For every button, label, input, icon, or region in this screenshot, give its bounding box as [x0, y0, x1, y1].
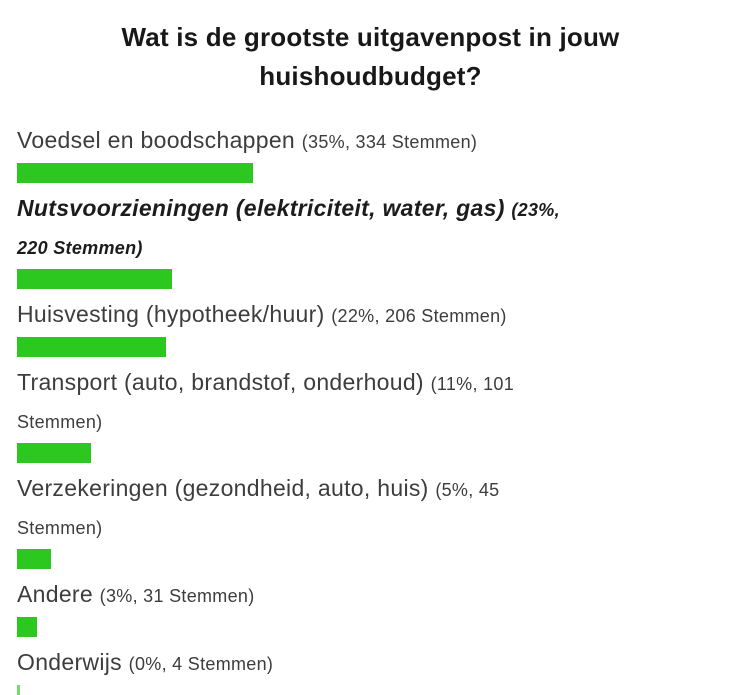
poll-option-label: Huisvesting (hypotheek/huur) (22%, 206 S… [17, 296, 577, 334]
poll-result-bar [17, 549, 51, 569]
poll-result-bar [17, 617, 37, 637]
poll-result-bar [17, 163, 253, 183]
poll-result-bar [17, 269, 172, 289]
poll-option-name: Verzekeringen (gezondheid, auto, huis) [17, 475, 436, 501]
poll-option-stats: (22%, 206 Stemmen) [331, 306, 507, 326]
poll-option-label: Andere (3%, 31 Stemmen) [17, 576, 577, 614]
poll-option: Nutsvoorzieningen (elektriciteit, water,… [17, 190, 724, 289]
poll-option-name: Voedsel en boodschappen [17, 127, 302, 153]
poll-option-stats: (11%, 101 Stemmen) [17, 374, 515, 432]
poll-option: Onderwijs (0%, 4 Stemmen) [17, 644, 724, 695]
poll-option-label: Transport (auto, brandstof, onderhoud) (… [17, 364, 577, 440]
poll-option-stats: (5%, 45 Stemmen) [17, 480, 500, 538]
poll-option-name: Huisvesting (hypotheek/huur) [17, 301, 332, 327]
poll-option-label: Onderwijs (0%, 4 Stemmen) [17, 644, 577, 682]
poll-option: Andere (3%, 31 Stemmen) [17, 576, 724, 637]
poll-result-bar [17, 685, 20, 695]
poll-option: Voedsel en boodschappen (35%, 334 Stemme… [17, 122, 724, 183]
poll-option-stats: (23%, 220 Stemmen) [17, 200, 560, 258]
poll-option-label: Nutsvoorzieningen (elektriciteit, water,… [17, 190, 577, 266]
poll-result-bar [17, 337, 166, 357]
poll-option-name: Nutsvoorzieningen (elektriciteit, water,… [17, 195, 512, 221]
poll-option-stats: (3%, 31 Stemmen) [99, 586, 255, 606]
poll-result-bar [17, 443, 91, 463]
poll-option-label: Voedsel en boodschappen (35%, 334 Stemme… [17, 122, 577, 160]
poll-option: Huisvesting (hypotheek/huur) (22%, 206 S… [17, 296, 724, 357]
poll-option-stats: (0%, 4 Stemmen) [128, 654, 274, 674]
poll-question: Wat is de grootste uitgavenpost in jouw … [121, 22, 620, 91]
poll-option-label: Verzekeringen (gezondheid, auto, huis) (… [17, 470, 577, 546]
poll-option-stats: (35%, 334 Stemmen) [301, 132, 478, 152]
poll-option: Verzekeringen (gezondheid, auto, huis) (… [17, 470, 724, 569]
poll-option: Transport (auto, brandstof, onderhoud) (… [17, 364, 724, 463]
poll-option-name: Onderwijs [17, 649, 129, 675]
poll-option-name: Transport (auto, brandstof, onderhoud) [17, 369, 431, 395]
poll-results-list: Voedsel en boodschappen (35%, 334 Stemme… [17, 122, 724, 695]
poll-option-name: Andere [17, 581, 100, 607]
